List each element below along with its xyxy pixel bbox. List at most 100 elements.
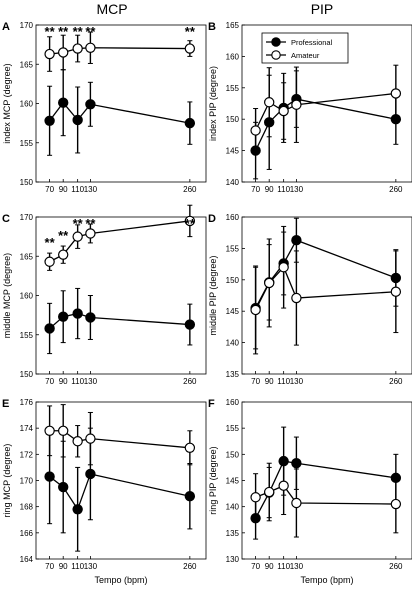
y-tick-label: 160 [20,100,34,109]
x-tick-label: 130 [84,562,98,571]
professional-point [58,481,69,493]
professional-point [85,99,96,110]
x-tick-label: 90 [59,377,68,386]
x-tick-label: 90 [59,562,68,571]
x-tick-label: 90 [265,562,274,571]
y-tick-label: 130 [226,555,240,564]
y-tick-label: 170 [20,21,34,30]
y-tick-label: 155 [20,139,34,148]
amateur-point [184,215,196,227]
amateur-point [85,228,96,239]
panel-letter: B [208,21,216,33]
significance-marker: ** [73,24,84,39]
professional-point [85,312,96,323]
amateur-point [58,425,69,436]
amateur-point [250,492,261,503]
professional-point [184,319,196,330]
amateur-point [278,262,289,273]
professional-point [184,117,196,129]
amateur-point [44,425,55,436]
significance-marker: ** [58,24,69,39]
professional-point [72,114,83,126]
significance-marker: ** [45,24,56,39]
y-tick-label: 140 [226,503,240,512]
y-tick-label: 160 [226,52,240,61]
professional-point [44,471,55,482]
amateur-point [264,486,275,498]
panel-letter: E [2,398,9,410]
professional-point [44,115,55,126]
amateur-point [390,498,402,510]
professional-point [85,468,96,480]
y-tick-label: 172 [20,450,34,459]
x-tick-label: 70 [45,185,54,194]
legend-professional-label: Professional [291,38,333,47]
x-tick-label: 110 [277,562,290,571]
y-tick-label: 165 [20,60,34,69]
y-tick-label: 140 [226,339,240,348]
professional-series-line [49,473,190,511]
legend-amateur-label: Amateur [291,51,320,60]
x-tick-label: 130 [290,562,304,571]
y-tick-label: 168 [20,503,34,512]
y-tick-label: 155 [226,244,240,253]
amateur-point [291,497,302,509]
amateur-series-line [49,47,190,55]
y-tick-label: 150 [226,450,240,459]
significance-marker: ** [85,24,96,39]
y-tick-label: 140 [226,178,240,187]
x-axis-label: Tempo (bpm) [94,575,147,585]
x-tick-label: 110 [277,185,290,194]
amateur-point [58,47,69,58]
y-axis-label: ring MCP (degree) [2,444,12,518]
panel-c: C 150 155 160 165 170 70 90 110 130 260 middle MCP … [2,204,207,386]
x-tick-label: 90 [265,377,274,386]
x-tick-label: 260 [183,562,197,571]
y-tick-label: 135 [226,529,240,538]
y-tick-label: 165 [226,21,240,30]
amateur-series-line [255,484,396,505]
amateur-point [72,43,83,54]
panel-e: E 164 166 168 170 172 174 176 70 90 110 130 260 ring … [2,398,207,585]
amateur-point [184,442,196,453]
amateur-point [390,88,402,99]
amateur-point [72,436,83,447]
professional-point [72,504,83,515]
x-tick-label: 110 [71,562,84,571]
y-tick-label: 150 [226,276,240,285]
amateur-point [44,256,55,267]
y-axis-label: middle MCP (degree) [2,253,12,338]
professional-point [72,308,83,319]
x-tick-label: 110 [71,185,84,194]
left-column-title: MCP [96,1,127,17]
x-tick-label: 70 [45,562,54,571]
significance-marker: ** [185,24,196,39]
y-tick-label: 145 [226,147,240,156]
professional-point [58,97,69,108]
amateur-point [72,231,83,242]
x-tick-label: 260 [183,185,197,194]
y-tick-label: 174 [20,424,34,433]
plot-frame [241,401,412,560]
panel-d: D 135 140 145 150 155 160 70 90 110 130 260 middle P… [208,213,412,386]
amateur-point [44,48,55,60]
significance-marker: ** [58,228,69,243]
legend-professional-marker [271,37,281,47]
x-tick-label: 110 [71,377,84,386]
legend-amateur-marker [271,50,281,60]
professional-point [184,491,196,502]
amateur-point [184,43,196,54]
amateur-point [264,97,275,108]
y-tick-label: 165 [20,252,34,261]
y-tick-label: 150 [20,178,34,187]
amateur-point [58,249,69,260]
y-tick-label: 150 [226,115,240,124]
panel-letter: C [2,213,10,225]
significance-marker: ** [185,216,196,231]
x-tick-label: 110 [277,377,290,386]
amateur-point [85,433,96,444]
plot-frame [241,216,412,375]
y-tick-label: 160 [226,398,240,407]
